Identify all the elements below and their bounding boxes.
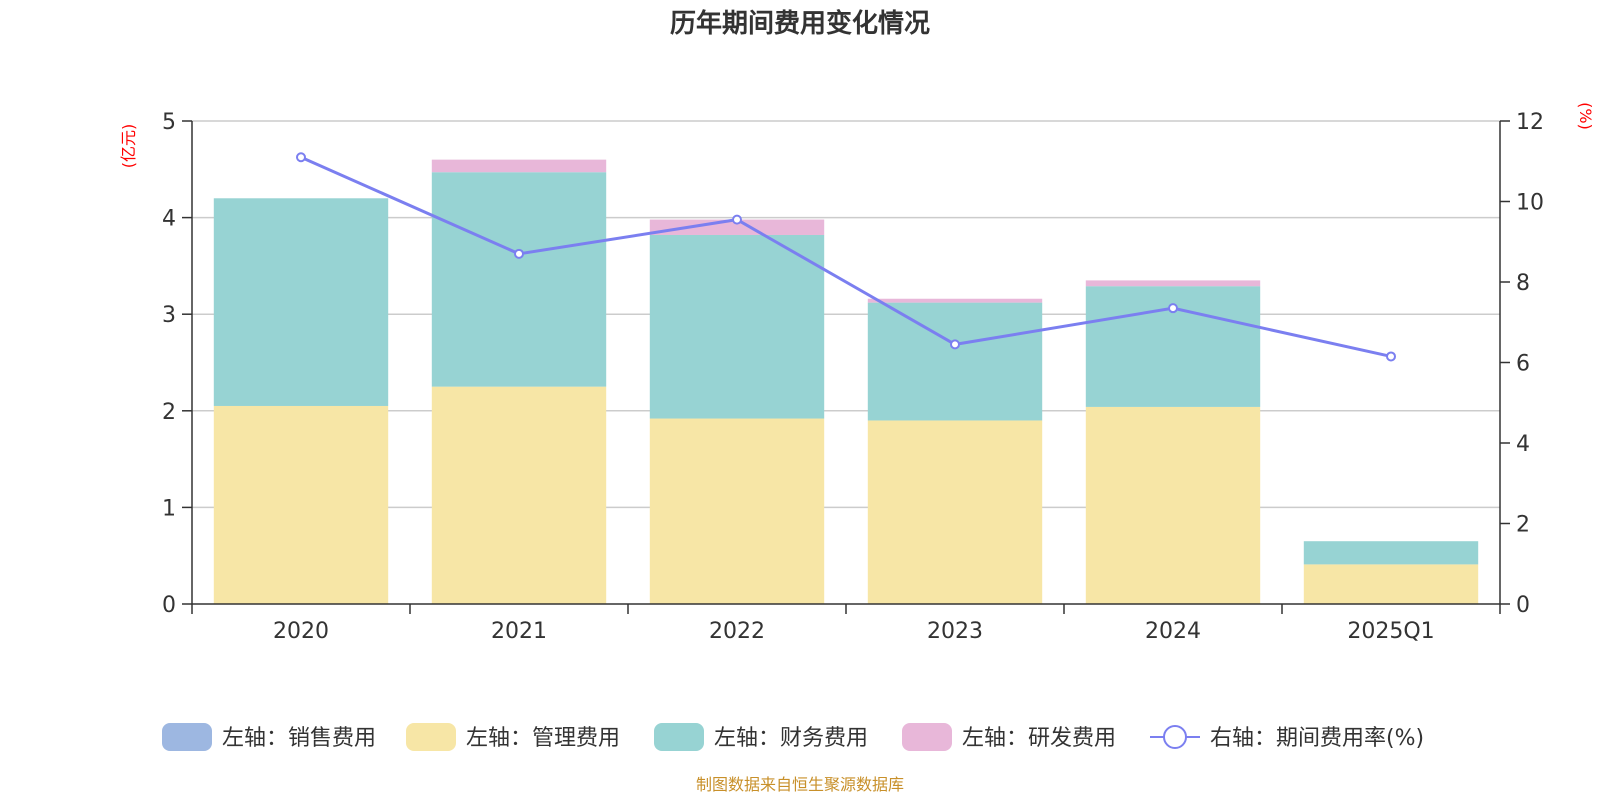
legend-label: 左轴：研发费用 (962, 726, 1116, 751)
left-axis-tick-label: 4 (162, 207, 176, 232)
bar-segment (1303, 564, 1479, 604)
legend-swatch (162, 723, 212, 751)
right-axis-tick-label: 0 (1516, 593, 1530, 618)
x-axis-tick-label: 2020 (273, 619, 329, 644)
left-axis-tick-label: 2 (162, 400, 176, 425)
chart-title: 历年期间费用变化情况 (670, 8, 930, 39)
right-axis-tick-label: 12 (1516, 110, 1544, 135)
legend: 左轴：销售费用 左轴：管理费用 左轴：财务费用 左轴：研发费用 右轴：期间费用率(%) (162, 723, 1424, 751)
legend-label: 左轴：财务费用 (714, 726, 868, 751)
rate-point (732, 214, 742, 225)
left-axis-tick-label: 3 (162, 303, 176, 328)
bar-segment (649, 234, 825, 419)
right-axis-tick-label: 2 (1516, 513, 1530, 538)
bar-segment (431, 386, 607, 604)
bar-layer (213, 159, 1479, 604)
x-axis-tick-label: 2023 (927, 619, 983, 644)
right-axis-tick-label: 10 (1516, 191, 1544, 216)
right-axis-tick-label: 8 (1516, 271, 1530, 296)
bar-segment (867, 298, 1043, 303)
left-axis-tick-label: 0 (162, 593, 176, 618)
bar-segment (867, 420, 1043, 604)
rate-point (296, 152, 306, 163)
rate-point (1386, 351, 1396, 362)
right-axis-tick-label: 6 (1516, 352, 1530, 377)
legend-label: 左轴：销售费用 (222, 726, 376, 751)
bar-segment (649, 219, 825, 235)
legend-swatch (654, 723, 704, 751)
bar-segment (1303, 541, 1479, 565)
x-axis-tick-label: 2024 (1145, 619, 1201, 644)
x-axis-tick-label: 2025Q1 (1347, 619, 1434, 644)
bar-segment (867, 302, 1043, 421)
x-axis-tick-label: 2022 (709, 619, 765, 644)
source-note: 制图数据来自恒生聚源数据库 (696, 775, 904, 794)
rate-point (514, 248, 524, 259)
bar-segment (213, 198, 389, 406)
right-axis-unit: (%) (1576, 102, 1595, 130)
grid-layer (192, 120, 1500, 509)
legend-swatch (406, 723, 456, 751)
x-axis-tick-label: 2021 (491, 619, 547, 644)
legend-label: 右轴：期间费用率(%) (1210, 726, 1424, 751)
rate-point (950, 339, 960, 350)
left-axis-tick-label: 5 (162, 110, 176, 135)
left-axis-tick-label: 1 (162, 496, 176, 521)
left-axis-unit: (亿元) (119, 124, 138, 169)
line-layer (296, 152, 1396, 362)
legend-swatch (902, 723, 952, 751)
legend-marker (1163, 725, 1187, 749)
bar-segment (649, 418, 825, 604)
bar-segment (1085, 280, 1261, 287)
bar-segment (1085, 406, 1261, 604)
bar-segment (431, 172, 607, 387)
legend-label: 左轴：管理费用 (466, 726, 620, 751)
bar-segment (213, 405, 389, 604)
bar-segment (431, 159, 607, 173)
right-axis-tick-label: 4 (1516, 432, 1530, 457)
rate-line (300, 155, 1392, 358)
rate-point (1168, 303, 1178, 314)
